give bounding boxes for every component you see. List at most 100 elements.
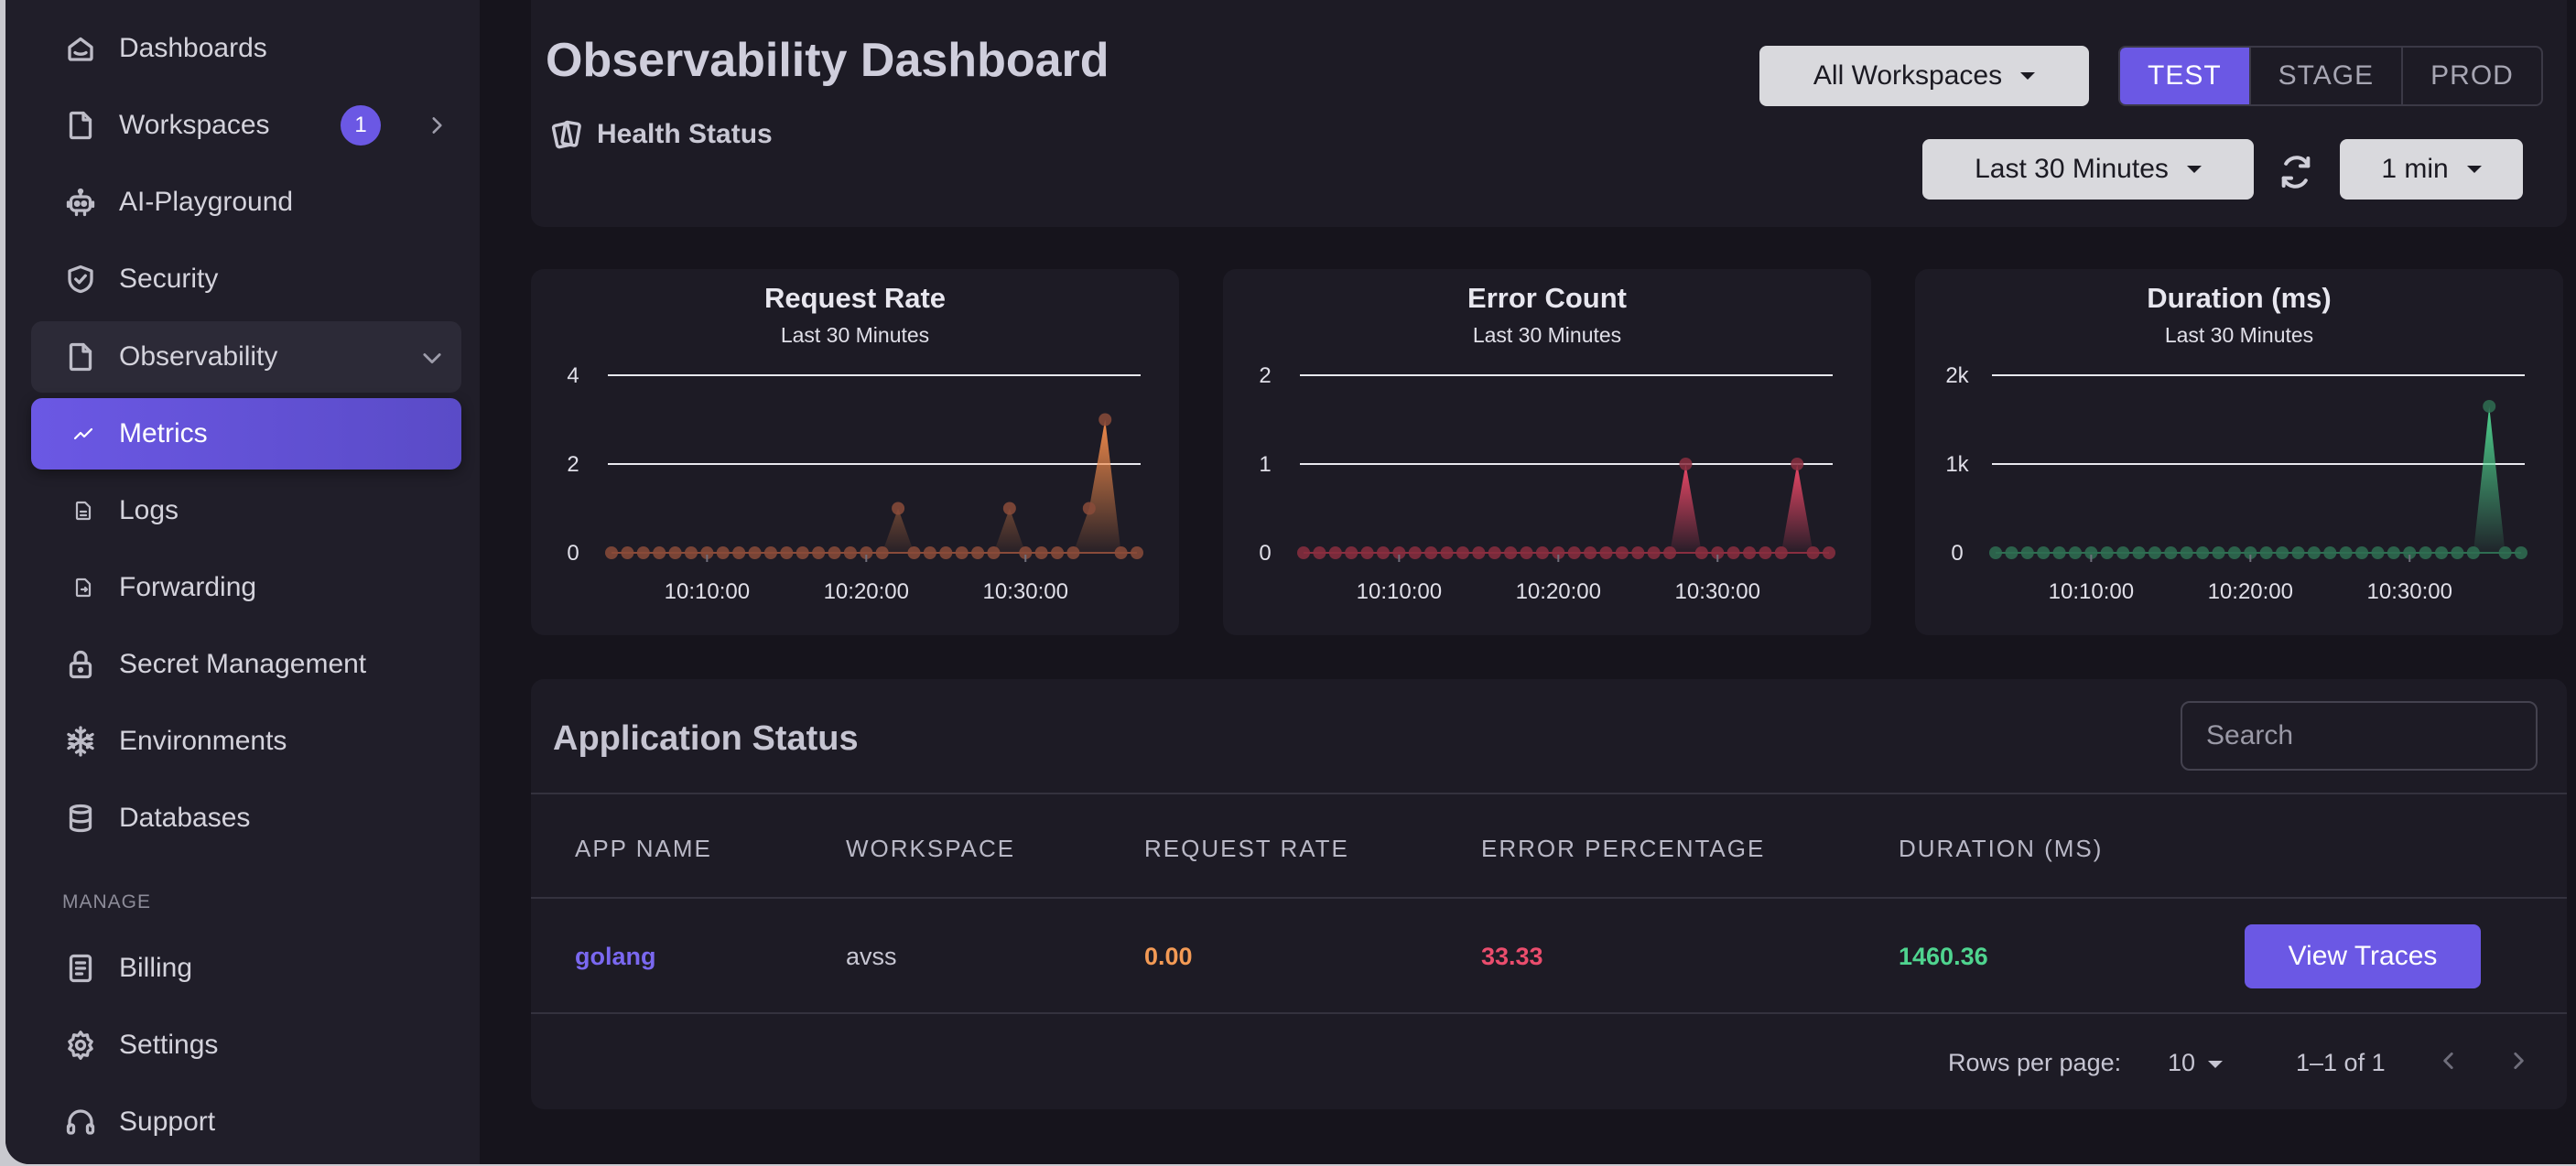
chart-title: Error Count (1467, 282, 1627, 314)
sidebar-item-ai-playground[interactable]: AI-Playground (31, 167, 461, 238)
refresh-icon[interactable] (2278, 154, 2314, 190)
sidebar-item-label: Support (119, 1107, 216, 1137)
chart-point (2084, 546, 2098, 559)
chart-point (955, 546, 969, 559)
chart-point (1313, 546, 1326, 559)
gear-icon (62, 1027, 99, 1063)
chart-point (1392, 546, 1406, 559)
chart-point (1615, 546, 1629, 559)
workspace-select[interactable]: All Workspaces (1759, 46, 2089, 106)
env-stage-button[interactable]: STAGE (2251, 48, 2404, 104)
view-traces-button[interactable]: View Traces (2245, 924, 2481, 988)
sidebar-item-label: Workspaces (119, 110, 270, 140)
chart-point (668, 546, 682, 559)
document-icon (62, 339, 99, 375)
chart-point (636, 546, 650, 559)
interval-select[interactable]: 1 min (2340, 139, 2523, 200)
rows-per-page-select[interactable]: 10 (2168, 1049, 2224, 1077)
file-forward-icon (68, 569, 99, 606)
caret-down-icon (2020, 72, 2036, 80)
sidebar-item-dashboards[interactable]: Dashboards (31, 13, 461, 84)
cards-icon (551, 120, 581, 149)
chart-x-tick-label: 10:30:00 (983, 579, 1068, 604)
header-card: Observability Dashboard Health Status Al… (531, 0, 2567, 227)
sidebar-item-workspaces[interactable]: Workspaces 1 (31, 90, 461, 161)
chart-title: Request Rate (764, 282, 946, 314)
chart-subtitle: Last 30 Minutes (2165, 323, 2313, 347)
chart-point (1791, 458, 1804, 470)
column-header-workspace[interactable]: WORKSPACE (846, 835, 1016, 862)
chart-area-series (1304, 464, 1829, 553)
pagination-range: 1–1 of 1 (2296, 1049, 2386, 1076)
chart-point (1424, 546, 1438, 559)
health-status: Health Status (549, 117, 773, 152)
chart-point (2227, 546, 2241, 559)
chart-point (732, 546, 746, 559)
sidebar-item-label: Metrics (119, 418, 208, 448)
time-range-value: Last 30 Minutes (1975, 154, 2169, 184)
env-test-button[interactable]: TEST (2120, 48, 2251, 104)
column-header-request-rate[interactable]: REQUEST RATE (1144, 835, 1349, 862)
chart-point (1567, 546, 1581, 559)
column-header-error-percentage[interactable]: ERROR PERCENTAGE (1481, 835, 1766, 862)
chevron-left-icon[interactable] (2437, 1047, 2461, 1074)
chart-point (1989, 546, 2002, 559)
count-badge: 1 (341, 105, 381, 146)
table-title: Application Status (553, 719, 859, 758)
main-content: Observability Dashboard Health Status Al… (480, 0, 2576, 1164)
chart-point (907, 546, 921, 559)
sidebar-item-secret-management[interactable]: Secret Management (31, 629, 461, 700)
chart-area-series (612, 419, 1137, 553)
chart-point (1647, 546, 1661, 559)
sidebar-item-security[interactable]: Security (31, 243, 461, 315)
sidebar-item-settings[interactable]: Settings (31, 1009, 461, 1081)
chart-subtitle: Last 30 Minutes (1473, 323, 1621, 347)
sidebar-item-logs[interactable]: Logs (31, 475, 461, 546)
env-prod-button[interactable]: PROD (2430, 60, 2514, 91)
chart-point (2339, 546, 2353, 559)
sidebar-item-metrics[interactable]: Metrics (31, 398, 461, 470)
chart-point (1376, 546, 1390, 559)
chart-point (2498, 546, 2512, 559)
chart-point (2132, 546, 2146, 559)
sidebar-item-environments[interactable]: Environments (31, 706, 461, 777)
sidebar-item-support[interactable]: Support (31, 1086, 461, 1158)
chart-point (716, 546, 730, 559)
error-percentage-cell: 33.33 (1481, 943, 1543, 970)
column-header-duration[interactable]: DURATION (MS) (1899, 835, 2104, 862)
chart-point (1456, 546, 1469, 559)
chevron-right-icon (425, 113, 449, 137)
chart-point (812, 546, 826, 559)
chart-point (1711, 546, 1725, 559)
chart-y-tick-label: 2k (1945, 363, 1969, 388)
chart-point (2196, 546, 2210, 559)
document-icon (62, 107, 99, 144)
sidebar-item-forwarding[interactable]: Forwarding (31, 552, 461, 623)
search-input[interactable] (2181, 701, 2538, 771)
sidebar: Dashboards Workspaces 1 AI-Playground Se… (5, 0, 480, 1164)
sidebar-item-billing[interactable]: Billing (31, 933, 461, 1004)
chart-point (1535, 546, 1549, 559)
chart-area-series (1996, 405, 2521, 553)
chart-point (2435, 546, 2449, 559)
time-range-select[interactable]: Last 30 Minutes (1922, 139, 2254, 200)
chevron-right-icon[interactable] (2506, 1047, 2530, 1074)
chart-point (2403, 546, 2417, 559)
page-title: Observability Dashboard (546, 34, 1109, 87)
chart-point (2116, 546, 2130, 559)
chart-point (1584, 546, 1597, 559)
sidebar-item-observability[interactable]: Observability (31, 321, 461, 393)
sidebar-item-label: Secret Management (119, 649, 367, 679)
chart-point (875, 546, 889, 559)
chart-point (1599, 546, 1613, 559)
sidebar-item-label: Databases (119, 803, 251, 833)
chevron-down-icon (419, 345, 445, 371)
chart-point (1297, 546, 1310, 559)
column-header-app-name[interactable]: APP NAME (575, 835, 712, 862)
app-name-link[interactable]: golang (575, 943, 656, 970)
sidebar-item-label: AI-Playground (119, 187, 294, 217)
chart-point (1345, 546, 1358, 559)
chart-point (1360, 546, 1374, 559)
chart-point (1743, 546, 1757, 559)
sidebar-item-databases[interactable]: Databases (31, 783, 461, 854)
